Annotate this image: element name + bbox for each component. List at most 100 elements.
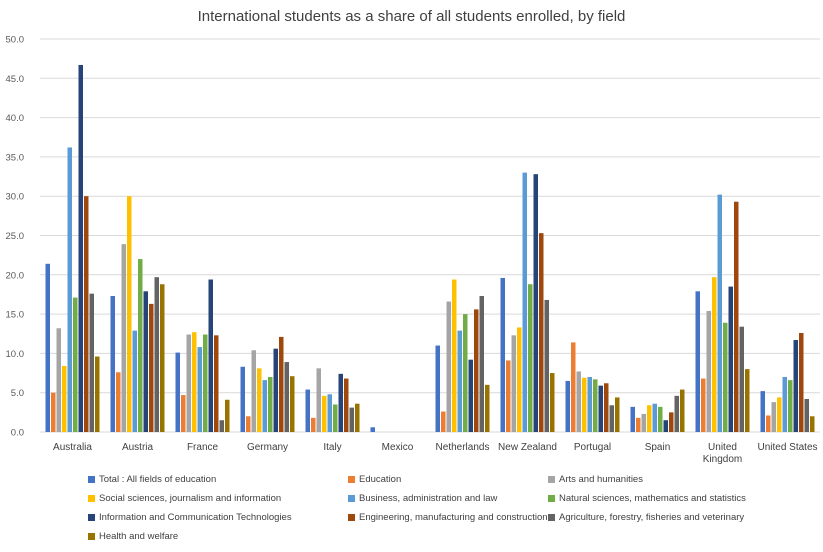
- bar: [121, 244, 126, 432]
- bar: [717, 194, 722, 432]
- bar: [777, 397, 782, 432]
- bar: [186, 334, 191, 432]
- bar: [62, 365, 67, 432]
- legend-swatch: [348, 476, 355, 483]
- bar: [290, 376, 295, 432]
- bar: [344, 378, 349, 432]
- legend-item: Information and Communication Technologi…: [88, 512, 292, 523]
- bar: [565, 380, 570, 432]
- legend-item: Health and welfare: [88, 531, 178, 542]
- legend-item: Agriculture, forestry, fisheries and vet…: [548, 512, 744, 523]
- legend-swatch: [88, 533, 95, 540]
- bar: [311, 417, 316, 432]
- bar: [550, 373, 555, 432]
- bar: [468, 359, 473, 432]
- bar: [615, 397, 620, 432]
- y-tick-label: 35.0: [6, 152, 25, 163]
- bar: [582, 377, 587, 432]
- bar: [771, 402, 776, 432]
- legend-swatch: [348, 495, 355, 502]
- bar: [370, 427, 375, 432]
- bar: [760, 391, 765, 432]
- legend-swatch: [88, 514, 95, 521]
- bar: [533, 174, 538, 432]
- bar: [739, 326, 744, 432]
- legend-swatch: [548, 514, 555, 521]
- bar: [73, 297, 78, 432]
- legend-label: Social sciences, journalism and informat…: [99, 493, 282, 504]
- bar: [45, 263, 50, 432]
- x-tick-label: Austria: [122, 442, 154, 453]
- bar: [788, 380, 793, 432]
- legend-label: Natural sciences, mathematics and statis…: [559, 493, 746, 504]
- bar: [522, 172, 527, 432]
- legend-label: Business, administration and law: [359, 493, 498, 504]
- bar: [322, 395, 327, 432]
- bar: [663, 420, 668, 432]
- legend-label: Education: [359, 474, 402, 485]
- x-tick-label: France: [187, 442, 219, 453]
- legend-item: Arts and humanities: [548, 474, 643, 485]
- bar: [804, 398, 809, 432]
- bar: [793, 340, 798, 432]
- bar: [257, 368, 262, 432]
- bar: [203, 334, 208, 432]
- legend-label: Arts and humanities: [559, 474, 643, 485]
- bar: [67, 147, 72, 432]
- bar: [452, 279, 457, 432]
- x-tick-label: Kingdom: [703, 454, 742, 465]
- bar: [604, 383, 609, 432]
- bar: [641, 413, 646, 432]
- bar: [457, 330, 462, 432]
- legend-label: Information and Communication Technologi…: [99, 512, 292, 523]
- bar: [706, 310, 711, 432]
- bar: [544, 299, 549, 432]
- y-axis-tick-labels: 0.0 5.0 10.0 15.0 20.0 25.0 30.0 35.0 40.0 45.0 50…: [6, 35, 25, 439]
- bar: [181, 395, 186, 432]
- bar: [652, 403, 657, 432]
- bar: [528, 284, 533, 432]
- legend-swatch: [88, 495, 95, 502]
- bar: [78, 64, 83, 432]
- bar: [598, 385, 603, 432]
- bar: [571, 342, 576, 432]
- bar: [246, 416, 251, 432]
- bar: [89, 293, 94, 432]
- x-tick-label: Australia: [53, 442, 92, 453]
- bar: [316, 368, 321, 432]
- bar: [154, 277, 159, 432]
- x-tick-label: Italy: [323, 442, 341, 453]
- bar: [782, 376, 787, 432]
- x-tick-label: New Zealand: [498, 442, 557, 453]
- x-tick-label: Spain: [645, 442, 671, 453]
- x-tick-label: Netherlands: [436, 442, 490, 453]
- chart-title: International students as a share of all…: [197, 8, 626, 25]
- legend-swatch: [548, 495, 555, 502]
- bar: [435, 345, 440, 432]
- bar: [132, 330, 137, 432]
- bar: [500, 277, 505, 432]
- bar: [305, 389, 310, 432]
- bar: [576, 371, 581, 432]
- bar: [701, 378, 706, 432]
- y-tick-label: 30.0: [6, 192, 25, 203]
- bar: [728, 286, 733, 432]
- bar: [110, 296, 115, 432]
- legend-item: Engineering, manufacturing and construct…: [348, 512, 548, 523]
- bar: [647, 405, 652, 432]
- bar: [262, 380, 267, 432]
- bar: [175, 352, 180, 432]
- bar: [680, 389, 685, 432]
- y-tick-label: 45.0: [6, 74, 25, 85]
- legend-label: Health and welfare: [99, 531, 179, 542]
- bar: [734, 201, 739, 432]
- bar: [273, 348, 278, 432]
- bar: [138, 259, 143, 432]
- bar: [149, 303, 154, 432]
- bar: [333, 404, 338, 432]
- y-tick-label: 50.0: [6, 35, 25, 46]
- bar: [810, 416, 815, 432]
- x-tick-label: United States: [757, 442, 817, 453]
- y-tick-label: 10.0: [6, 349, 25, 360]
- bar: [669, 412, 674, 432]
